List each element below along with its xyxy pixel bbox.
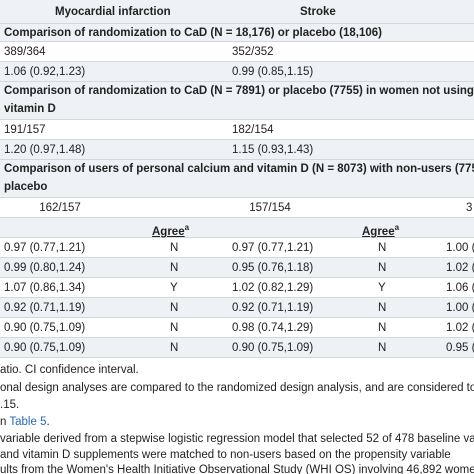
table-cell: 191/157 bbox=[4, 124, 46, 136]
table-row: 0.97 (0.77,1.21) N 0.97 (0.77,1.21) N 1.00 ( bbox=[0, 238, 474, 258]
footnote-marker: a bbox=[394, 223, 400, 232]
footnote-text: variable derived from a stepwise logisti… bbox=[0, 433, 474, 445]
footnote: atio. CI confidence interval. bbox=[0, 362, 139, 378]
table-row: 1.06 (0.92,1.23) 0.99 (0.85,1.15) bbox=[0, 62, 474, 82]
table-row: 0.92 (0.71,1.19) N 0.92 (0.71,1.19) N 1.00 ( bbox=[0, 298, 474, 318]
footnote: n Table 5. bbox=[0, 414, 50, 430]
footnote-marker: a bbox=[184, 223, 190, 232]
table-cell: N bbox=[378, 342, 387, 354]
section-title: Comparison of randomization to CaD (N = … bbox=[4, 85, 474, 97]
table-cell: 352/352 bbox=[232, 46, 274, 58]
table-cell: 0.92 (0.71,1.19) bbox=[232, 302, 314, 314]
table-row: 389/364 352/352 bbox=[0, 42, 474, 62]
table-row: Comparison of randomization to CaD (N = … bbox=[0, 82, 474, 120]
table-row: 1.07 (0.86,1.34) Y 1.02 (0.82,1.29) Y 1.06 ( bbox=[0, 278, 474, 298]
table-cell: 0.98 (0.74,1.29) bbox=[232, 322, 314, 334]
table-cell: N bbox=[378, 262, 387, 274]
table-cell: 1.06 ( bbox=[446, 282, 474, 294]
table-cell: 1.20 (0.97,1.48) bbox=[4, 144, 86, 156]
section-title: Comparison of randomization to CaD (N = … bbox=[4, 27, 382, 39]
footnote-text: n bbox=[0, 416, 10, 428]
table-cell: Y bbox=[170, 282, 178, 294]
footnote-text: and vitamin D supplements were matched t… bbox=[0, 449, 451, 461]
footnote: variable derived from a stepwise logisti… bbox=[0, 431, 474, 447]
table-cell: 1.02 (0.82,1.29) bbox=[232, 282, 314, 294]
table-cell: 0.99 (0.85,1.15) bbox=[232, 66, 314, 78]
footnote-text: onal design analyses are compared to the… bbox=[0, 382, 474, 394]
section-title: Comparison of users of personal calcium … bbox=[4, 163, 474, 175]
footnote-text: . bbox=[46, 416, 50, 428]
table-row: 0.90 (0.75,1.09) N 0.90 (0.75,1.09) N 0.95 ( bbox=[0, 338, 474, 358]
table-cell: 1.00 ( bbox=[446, 302, 474, 314]
table-cell: N bbox=[378, 302, 387, 314]
table-row: 0.99 (0.80,1.24) N 0.95 (0.76,1.18) N 1.02 ( bbox=[0, 258, 474, 278]
table-cell: 1.07 (0.86,1.34) bbox=[4, 282, 86, 294]
footnote: onal design analyses are compared to the… bbox=[0, 380, 474, 396]
table-cell: 182/154 bbox=[232, 124, 274, 136]
table-cell: N bbox=[170, 262, 179, 274]
table-row: Comparison of randomization to CaD (N = … bbox=[0, 24, 474, 42]
table-cell: N bbox=[378, 242, 387, 254]
footnote-text: ults from the Women's Health Initiative … bbox=[0, 464, 474, 474]
count-cell: 157/154 bbox=[249, 202, 291, 214]
table-cell: N bbox=[170, 342, 179, 354]
table-cell: N bbox=[170, 302, 179, 314]
table-row: 191/157 182/154 bbox=[0, 120, 474, 140]
section-title: placebo bbox=[4, 181, 48, 193]
table-cell: 0.97 (0.77,1.21) bbox=[4, 242, 86, 254]
table-link[interactable]: Table 5 bbox=[9, 416, 47, 428]
agree-header: Agreea bbox=[152, 219, 189, 241]
table-cell: 1.06 (0.92,1.23) bbox=[4, 66, 86, 78]
table-row: 162/157 157/154 3 bbox=[0, 198, 474, 218]
column-header: Myocardial infarction bbox=[55, 6, 171, 18]
table-cell: 1.02 ( bbox=[446, 322, 474, 334]
table-cell: 0.97 (0.77,1.21) bbox=[232, 242, 314, 254]
table-cell: 1.15 (0.93,1.43) bbox=[232, 144, 314, 156]
table-row: Comparison of users of personal calcium … bbox=[0, 160, 474, 198]
table-cell: N bbox=[170, 322, 179, 334]
agree-label: Agree bbox=[362, 225, 395, 238]
footnote-text: .15. bbox=[0, 399, 20, 411]
table-cell: N bbox=[378, 322, 387, 334]
table-cell: 0.95 (0.76,1.18) bbox=[232, 262, 314, 274]
table-cell: 0.92 (0.71,1.19) bbox=[4, 302, 86, 314]
table-row: 1.20 (0.97,1.48) 1.15 (0.93,1.43) bbox=[0, 140, 474, 160]
agree-label: Agree bbox=[152, 225, 185, 238]
column-header: Stroke bbox=[300, 6, 336, 18]
footnote-text: atio. CI confidence interval. bbox=[0, 364, 139, 376]
footnote: and vitamin D supplements were matched t… bbox=[0, 447, 451, 463]
table-cell: 0.90 (0.75,1.09) bbox=[4, 342, 86, 354]
table-cell: 0.90 (0.75,1.09) bbox=[4, 322, 86, 334]
table-row: Agreea Agreea bbox=[0, 218, 474, 238]
count-cell: 162/157 bbox=[39, 202, 81, 214]
footnote: .15. bbox=[0, 397, 19, 413]
table-cell: 0.95 ( bbox=[446, 342, 474, 354]
table-cell: 0.90 (0.75,1.09) bbox=[232, 342, 314, 354]
table-cell: 1.00 ( bbox=[446, 242, 474, 254]
footnote: ults from the Women's Health Initiative … bbox=[0, 462, 474, 474]
table-cell: N bbox=[170, 242, 179, 254]
table-cell: 389/364 bbox=[4, 46, 46, 58]
table-row: Myocardial infarction Stroke bbox=[0, 0, 474, 24]
table-row: 0.90 (0.75,1.09) N 0.98 (0.74,1.29) N 1.02 ( bbox=[0, 318, 474, 338]
count-cell: 3 bbox=[466, 202, 473, 214]
table-cell: 0.99 (0.80,1.24) bbox=[4, 262, 86, 274]
table-cell: 1.02 ( bbox=[446, 262, 474, 274]
section-title: vitamin D bbox=[4, 103, 56, 115]
agree-header: Agreea bbox=[362, 219, 399, 241]
table-cell: Y bbox=[378, 282, 386, 294]
